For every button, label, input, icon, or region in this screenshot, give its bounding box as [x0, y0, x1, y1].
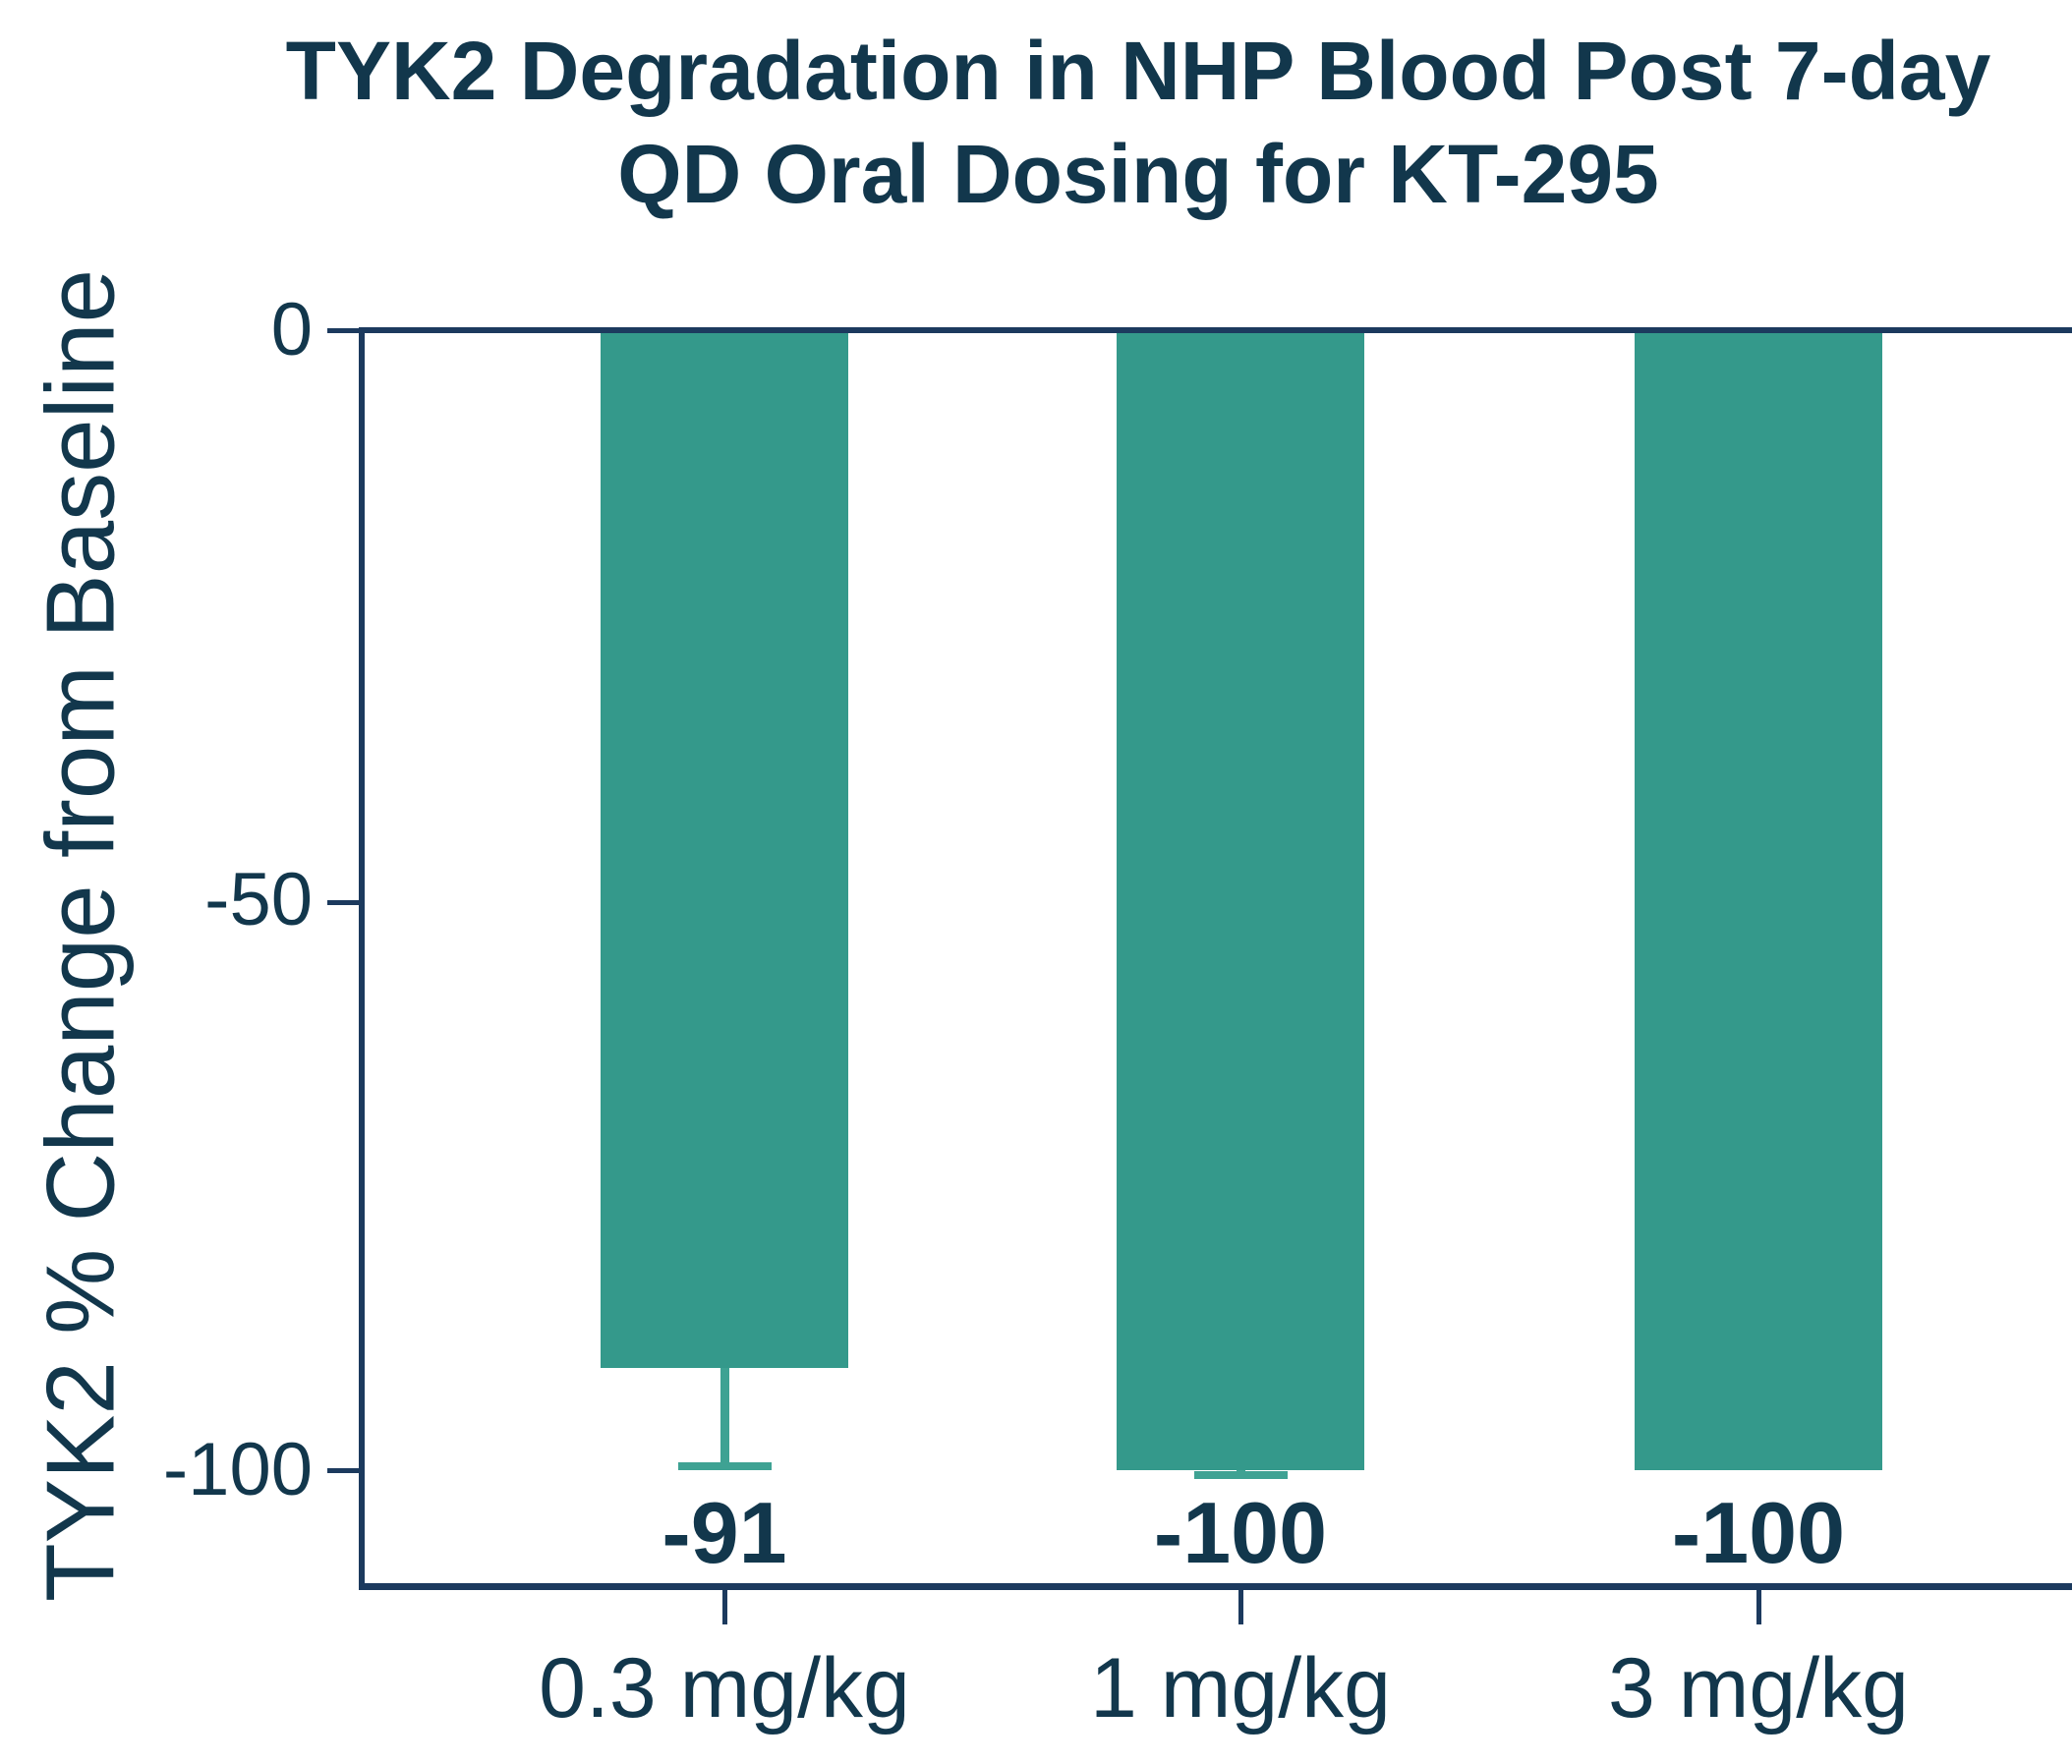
- bar-0.3mgkg: [601, 333, 848, 1368]
- chart-title-line1: TYK2 Degradation in NHP Blood Post 7-day: [285, 25, 1991, 117]
- y-tick-minus100: [327, 1468, 359, 1473]
- bar-1mgkg: [1117, 333, 1364, 1470]
- bar-value-label-3mgkg: -100: [1671, 1484, 1846, 1581]
- y-tick-label-minus100: -100: [162, 1428, 313, 1511]
- y-tick-minus50: [327, 900, 359, 905]
- zero-baseline-line: [359, 327, 2072, 333]
- chart-title: TYK2 Degradation in NHP Blood Post 7-day…: [254, 20, 2023, 226]
- error-bar-whisker-0.3mgkg: [720, 1368, 729, 1470]
- x-tick-1mgkg: [1238, 1590, 1243, 1624]
- error-bar-cap-0.3mgkg: [678, 1462, 772, 1470]
- bar-value-label-0.3mgkg: -91: [662, 1484, 787, 1581]
- x-category-label-0.3mgkg: 0.3 mg/kg: [539, 1641, 910, 1736]
- y-tick-label-0: 0: [270, 288, 313, 371]
- x-tick-3mgkg: [1756, 1590, 1761, 1624]
- y-tick-0: [327, 328, 359, 333]
- y-axis-line: [359, 327, 365, 1590]
- y-tick-label-minus50: -50: [204, 858, 313, 941]
- x-category-label-3mgkg: 3 mg/kg: [1608, 1641, 1909, 1736]
- bar-3mgkg: [1635, 333, 1882, 1470]
- bar-value-label-1mgkg: -100: [1153, 1484, 1328, 1581]
- error-bar-cap-1mgkg: [1194, 1471, 1288, 1479]
- x-tick-0.3mgkg: [722, 1590, 727, 1624]
- x-axis-line: [359, 1583, 2072, 1590]
- chart-title-line2: QD Oral Dosing for KT-295: [617, 128, 1659, 220]
- x-category-label-1mgkg: 1 mg/kg: [1090, 1641, 1391, 1736]
